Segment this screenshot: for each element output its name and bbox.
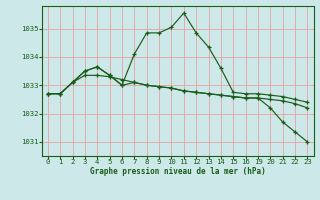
X-axis label: Graphe pression niveau de la mer (hPa): Graphe pression niveau de la mer (hPa) (90, 167, 266, 176)
